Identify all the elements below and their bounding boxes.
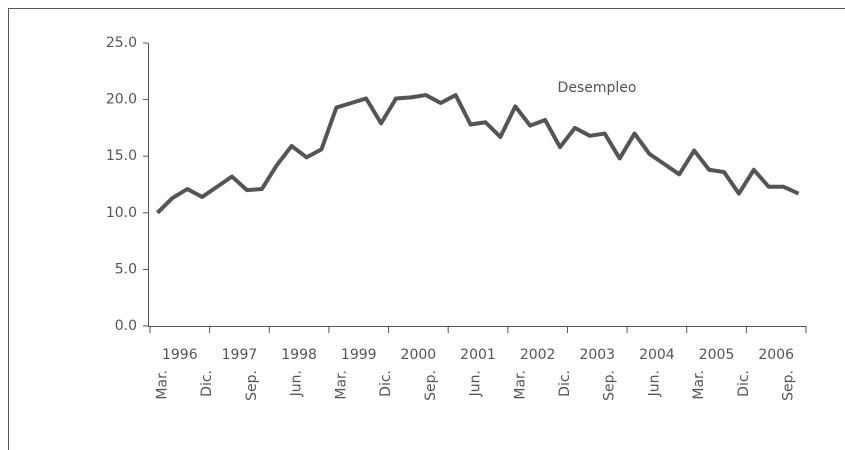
y-tick-label: 20.0 [106, 92, 137, 108]
y-tick-label: 5.0 [115, 261, 137, 277]
x-tick-label: Jun. [646, 370, 662, 397]
year-label: 2006 [758, 347, 794, 363]
x-tick-label: Dic. [199, 370, 215, 397]
x-tick-label: Mar. [512, 370, 528, 400]
year-label: 1998 [281, 347, 317, 363]
x-tick-label: Sep. [423, 370, 439, 401]
x-tick-label: Jun. [289, 370, 305, 397]
x-tick-label: Mar. [154, 370, 170, 400]
x-tick-label: Mar. [691, 370, 707, 400]
y-tick-label: 10.0 [106, 205, 137, 221]
x-tick-label: Dic. [557, 370, 573, 397]
y-tick-label: 25.0 [106, 35, 137, 51]
x-tick-label: Sep. [244, 370, 260, 401]
year-label: 2002 [520, 347, 556, 363]
x-tick-label: Jun. [468, 370, 484, 397]
x-tick-label: Dic. [736, 370, 752, 397]
annotation: Desempleo [558, 80, 637, 96]
year-label: 2004 [639, 347, 675, 363]
year-label: 1996 [162, 347, 198, 363]
y-tick-label: 15.0 [106, 148, 137, 164]
x-tick-label: Sep. [602, 370, 618, 401]
series-line [156, 93, 800, 215]
y-tick-label: 0.0 [115, 318, 137, 334]
x-tick-label: Sep. [781, 370, 797, 401]
x-tick-label: Dic. [378, 370, 394, 397]
year-label: 2000 [401, 347, 437, 363]
year-label: 1997 [222, 347, 258, 363]
x-tick-label: Mar. [333, 370, 349, 400]
year-label: 2005 [699, 347, 735, 363]
year-label: 2001 [460, 347, 496, 363]
year-label: 1999 [341, 347, 377, 363]
year-label: 2003 [579, 347, 615, 363]
